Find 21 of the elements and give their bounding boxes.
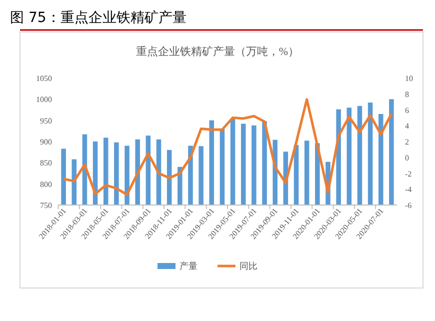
chart-title: 图 75：重点企业铁精矿产量: [10, 10, 186, 26]
legend-label: 产量: [180, 261, 198, 272]
y2-tick-label: 4: [405, 122, 409, 131]
line-series: [62, 98, 393, 196]
y2-tick-label: 2: [405, 138, 409, 146]
y-tick-label: 900: [40, 138, 52, 146]
y2-tick-label: 0: [405, 153, 409, 162]
y2-tick-label: -4: [405, 185, 412, 194]
y2-tick-label: -2: [405, 169, 412, 178]
y-tick-label: 1050: [36, 74, 52, 83]
y-tick-label: 850: [40, 158, 52, 168]
y-tick-label: 800: [40, 180, 52, 189]
y-tick-label: 950: [40, 116, 52, 126]
y2-tick-label: 10: [405, 74, 413, 83]
y2-tick-label: 8: [405, 90, 409, 99]
legend-label: 同比: [240, 261, 258, 272]
chart-subtitle: 重点企业铁精矿产量（万吨，%）: [136, 45, 300, 58]
y2-tick-label: -6: [405, 201, 412, 210]
y2-tick-label: 6: [405, 106, 409, 115]
y-tick-label: 1000: [36, 95, 52, 104]
y-tick-label: 750: [40, 201, 52, 210]
